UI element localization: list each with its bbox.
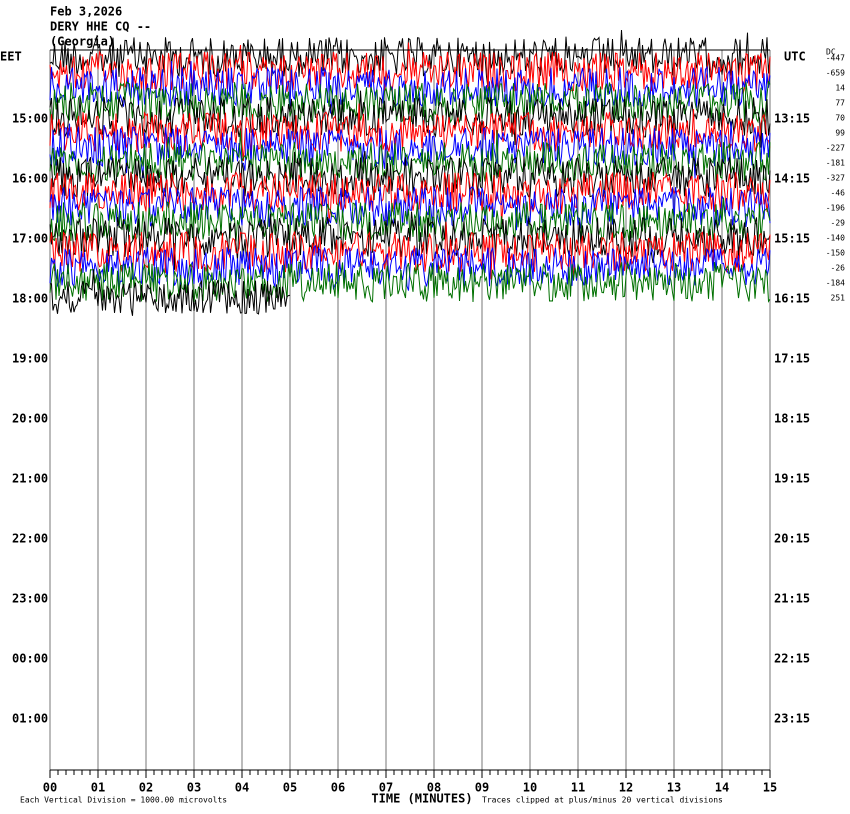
left-time-label: 20:00	[12, 412, 48, 426]
seismic-trace	[49, 169, 771, 225]
dc-offset: -150	[826, 249, 845, 258]
x-tick-label: 00	[43, 781, 57, 795]
left-time-label: 21:00	[12, 472, 48, 486]
dc-offset: 77	[835, 99, 845, 108]
left-time-label: 18:00	[12, 292, 48, 306]
seismic-trace	[49, 103, 771, 162]
x-tick-label: 14	[715, 781, 729, 795]
left-time-label: 15:00	[12, 112, 48, 126]
dc-offset: -26	[831, 264, 846, 273]
grid	[49, 50, 771, 778]
dc-offset: 99	[835, 129, 845, 138]
right-axis-label: UTC	[784, 50, 806, 64]
x-tick-label: 11	[571, 781, 585, 795]
right-time-label: 17:15	[774, 352, 810, 366]
seismic-trace	[49, 244, 771, 291]
seismic-trace	[49, 150, 771, 201]
location: (Georgia)	[50, 35, 115, 49]
dc-label: DC	[826, 48, 836, 57]
seismic-trace	[49, 90, 771, 148]
right-time-label: 21:15	[774, 592, 810, 606]
x-tick-label: 12	[619, 781, 633, 795]
traces	[49, 29, 771, 316]
dc-offset: -327	[826, 174, 845, 183]
seismic-trace	[49, 260, 771, 303]
x-tick-label: 09	[475, 781, 489, 795]
left-time-label: 22:00	[12, 532, 48, 546]
right-time-label: 19:15	[774, 472, 810, 486]
seismic-trace	[49, 121, 771, 180]
x-tick-label: 10	[523, 781, 537, 795]
seismic-trace	[49, 185, 771, 231]
scale-note: Each Vertical Division = 1000.00 microvo…	[20, 796, 227, 805]
dc-offset: 251	[831, 294, 846, 303]
x-tick-label: 15	[763, 781, 777, 795]
right-time-label: 23:15	[774, 712, 810, 726]
left-time-label: 01:00	[12, 712, 48, 726]
right-time-label: 22:15	[774, 652, 810, 666]
right-time-label: 16:15	[774, 292, 810, 306]
left-time-label: 23:00	[12, 592, 48, 606]
right-time-label: 14:15	[774, 172, 810, 186]
right-time-label: 18:15	[774, 412, 810, 426]
seismic-trace	[49, 80, 771, 124]
left-axis-label: EET	[0, 50, 22, 64]
seismic-trace	[49, 29, 771, 88]
x-tick-label: 03	[187, 781, 201, 795]
seismic-trace	[49, 42, 771, 94]
right-time-label: 20:15	[774, 532, 810, 546]
dc-offset: -46	[831, 189, 846, 198]
dc-offset: -140	[826, 234, 845, 243]
x-tick-label: 02	[139, 781, 153, 795]
dc-offset: 14	[835, 84, 845, 93]
x-tick-label: 05	[283, 781, 297, 795]
x-tick-label: 07	[379, 781, 393, 795]
dc-offset: -196	[826, 204, 845, 213]
dc-offset: -447	[826, 54, 845, 63]
right-time-label: 15:15	[774, 232, 810, 246]
clip-note: Traces clipped at plus/minus 20 vertical…	[482, 796, 723, 805]
dc-offset: -227	[826, 144, 845, 153]
x-tick-label: 13	[667, 781, 681, 795]
left-time-label: 17:00	[12, 232, 48, 246]
left-time-label: 00:00	[12, 652, 48, 666]
date: Feb 3,2026	[50, 5, 122, 19]
dc-offset: 70	[835, 114, 845, 123]
dc-offset: -659	[826, 69, 845, 78]
station: DERY HHE CQ --	[50, 20, 151, 34]
left-time-label: 16:00	[12, 172, 48, 186]
x-tick-label: 08	[427, 781, 441, 795]
right-time-label: 13:15	[774, 112, 810, 126]
dc-offset: -184	[826, 279, 845, 288]
dc-offset: -181	[826, 159, 845, 168]
x-tick-label: 06	[331, 781, 345, 795]
x-tick-label: 01	[91, 781, 105, 795]
x-axis-label: TIME (MINUTES)	[371, 792, 472, 806]
x-tick-label: 04	[235, 781, 249, 795]
seismic-trace	[49, 269, 291, 316]
left-time-label: 19:00	[12, 352, 48, 366]
dc-offset: -29	[831, 219, 846, 228]
